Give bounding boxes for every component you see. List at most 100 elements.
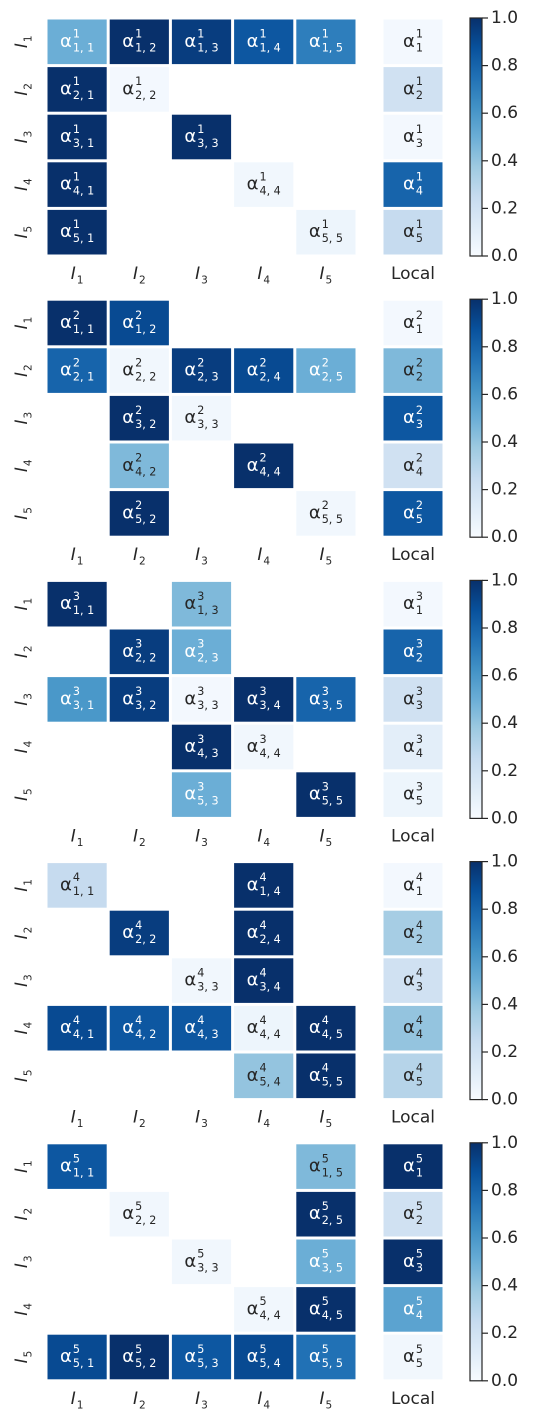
cell-label: α 51, 5 bbox=[309, 1152, 343, 1179]
cell-label-base: α bbox=[403, 221, 415, 242]
cell-label-sup: 5 bbox=[416, 1343, 423, 1356]
cell-label-sub: 2, 5 bbox=[322, 1214, 343, 1227]
heatmap-cell bbox=[383, 67, 443, 112]
cell-label-sup: 2 bbox=[135, 309, 142, 322]
heatmap-cell bbox=[383, 1239, 443, 1285]
cell-label-sup: 2 bbox=[135, 452, 142, 465]
y-tick-label-base: I bbox=[12, 982, 32, 987]
cell-label-sub: 1 bbox=[416, 604, 423, 617]
y-tick-label: I3 bbox=[12, 693, 34, 706]
cell-label: α 42 bbox=[403, 919, 423, 946]
x-tick-label-base: I bbox=[133, 1389, 138, 1409]
x-tick-label-base: I bbox=[71, 826, 76, 846]
cell-label-sub: 4, 4 bbox=[259, 1309, 280, 1322]
cell-label-base: α bbox=[403, 1203, 415, 1224]
cell-label-sup: 1 bbox=[135, 28, 142, 41]
cell-label-base: α bbox=[403, 126, 415, 147]
cell-label-sub: 5, 1 bbox=[73, 232, 94, 245]
cell-label: α 22, 1 bbox=[60, 356, 94, 383]
cell-label-base: α bbox=[403, 1156, 415, 1177]
cell-label-sub: 2, 2 bbox=[135, 370, 156, 383]
cell-label-sup: 5 bbox=[135, 1343, 142, 1356]
colorbar bbox=[469, 860, 483, 1101]
cell-label-sub: 2, 4 bbox=[259, 370, 280, 383]
y-tick-label: I2 bbox=[12, 645, 34, 658]
cell-label-base: α bbox=[122, 922, 134, 943]
heatmap-cell bbox=[234, 958, 294, 1003]
cell-label: α 34, 4 bbox=[247, 733, 281, 760]
heatmap-cell bbox=[109, 348, 169, 393]
cell-label-sub: 3, 3 bbox=[197, 980, 218, 993]
y-tick-label-sub: 3 bbox=[22, 693, 34, 700]
x-tick-label-sub: 3 bbox=[201, 1399, 208, 1411]
heatmap-cell bbox=[234, 677, 294, 722]
heatmap-cell bbox=[383, 491, 443, 536]
cell-label: α 14, 1 bbox=[60, 170, 94, 197]
y-tick-label-base: I bbox=[12, 653, 32, 658]
cell-label: α 33, 5 bbox=[309, 685, 343, 712]
cell-label-sup: 2 bbox=[197, 404, 204, 417]
cell-label-sub: 3, 1 bbox=[73, 699, 94, 712]
x-tick-label-base: I bbox=[71, 1389, 76, 1409]
x-tick-label-base: I bbox=[320, 826, 325, 846]
cell-label-base: α bbox=[403, 784, 415, 805]
cell-label-base: α bbox=[247, 1346, 259, 1367]
heatmap-cell bbox=[383, 209, 443, 255]
cell-label-sub: 3, 5 bbox=[322, 699, 343, 712]
cell-label-sub: 4 bbox=[416, 1028, 423, 1041]
cell-label-sup: 4 bbox=[197, 966, 204, 979]
cell-label-sup: 2 bbox=[322, 499, 329, 512]
x-tick-label-base: I bbox=[257, 545, 262, 565]
cell-label: α 35, 3 bbox=[184, 780, 218, 807]
cell-label: α 22, 3 bbox=[184, 356, 218, 383]
cell-label-sup: 5 bbox=[322, 1200, 329, 1213]
cell-label-sup: 1 bbox=[73, 170, 80, 183]
heatmap-cell bbox=[109, 629, 169, 675]
cell-label-base: α bbox=[60, 174, 72, 195]
heatmap-cell bbox=[383, 910, 443, 956]
cell-label-sup: 2 bbox=[197, 356, 204, 369]
colorbar-tick-label: 0.0 bbox=[491, 1371, 518, 1391]
cell-label-sup: 3 bbox=[197, 780, 204, 793]
cell-label-base: α bbox=[309, 31, 321, 52]
cell-label-base: α bbox=[403, 874, 415, 895]
cell-label-sub: 4, 4 bbox=[259, 1028, 280, 1041]
cell-label-base: α bbox=[247, 1298, 259, 1319]
y-tick-label-base: I bbox=[12, 1077, 32, 1082]
heatmap-cell bbox=[109, 491, 169, 536]
cell-label-base: α bbox=[247, 455, 259, 476]
cell-label-sup: 2 bbox=[322, 356, 329, 369]
cell-label: α 11, 2 bbox=[122, 28, 156, 55]
cell-label-sup: 2 bbox=[135, 356, 142, 369]
cell-label-sup: 2 bbox=[73, 309, 80, 322]
cell-label-sub: 1, 2 bbox=[135, 323, 156, 336]
heatmap-cell bbox=[296, 348, 356, 393]
cell-label-base: α bbox=[309, 1298, 321, 1319]
cell-label-base: α bbox=[403, 736, 415, 757]
x-tick-label-base: I bbox=[320, 1389, 325, 1409]
cell-label: α 15, 5 bbox=[309, 218, 343, 245]
y-tick-label-base: I bbox=[12, 606, 32, 611]
colorbar-tick-label: 0.8 bbox=[491, 1180, 518, 1200]
cell-label-base: α bbox=[122, 407, 134, 428]
cell-label-sub: 1, 1 bbox=[73, 42, 94, 55]
y-tick-label: I5 bbox=[12, 788, 34, 801]
y-tick-label: I5 bbox=[12, 507, 34, 520]
cell-label-sup: 1 bbox=[416, 28, 423, 41]
cell-label: α 33 bbox=[403, 685, 423, 712]
cell-label-sub: 1, 4 bbox=[259, 42, 280, 55]
cell-label-base: α bbox=[184, 641, 196, 662]
cell-label: α 41, 1 bbox=[60, 871, 94, 898]
cell-label-base: α bbox=[309, 1203, 321, 1224]
cell-label: α 25, 2 bbox=[122, 499, 156, 526]
heatmap-cell bbox=[234, 1053, 294, 1099]
heatmap-cell bbox=[383, 629, 443, 675]
cell-label-base: α bbox=[247, 31, 259, 52]
cell-label: α 45, 4 bbox=[247, 1062, 281, 1089]
cell-label-base: α bbox=[60, 593, 72, 614]
cell-label: α 55, 5 bbox=[309, 1343, 343, 1370]
cell-label-base: α bbox=[403, 455, 415, 476]
cell-label-base: α bbox=[122, 1017, 134, 1038]
